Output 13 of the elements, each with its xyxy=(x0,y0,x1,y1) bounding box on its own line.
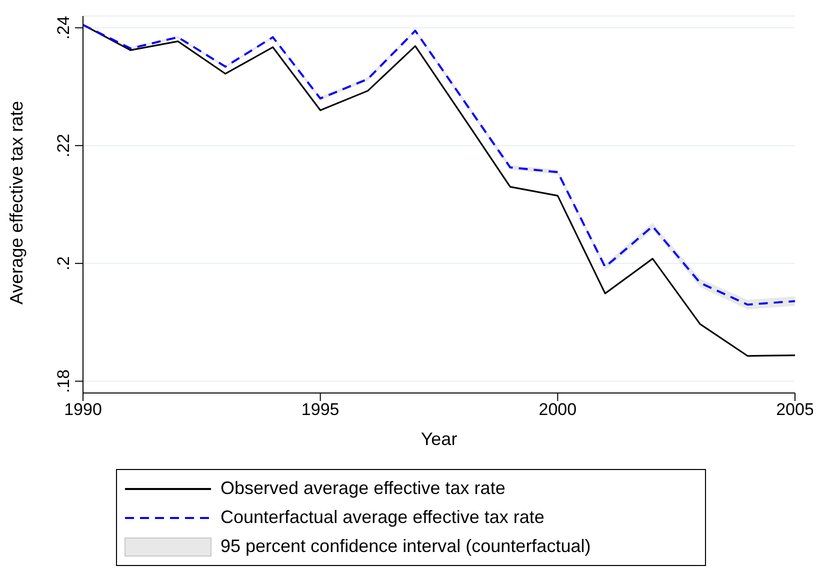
y-tick-label: .24 xyxy=(54,16,73,40)
x-tick-label: 1995 xyxy=(301,400,340,420)
legend-label: Counterfactual average effective tax rate xyxy=(220,507,544,528)
y-axis-title: Average effective tax rate xyxy=(6,101,26,304)
x-tick-label: 2005 xyxy=(776,400,814,420)
y-tick-label: .18 xyxy=(54,369,73,394)
y-tick-label: .22 xyxy=(54,134,73,158)
text: 95 percent confidence interval (counterfactual) xyxy=(220,536,591,557)
x-tick-label: 2000 xyxy=(538,400,577,420)
x-axis-title: Year xyxy=(420,429,458,449)
y-tick-label: .2 xyxy=(54,256,73,270)
x-tick-label: 1990 xyxy=(64,400,102,420)
legend-label: Observed average effective tax rate xyxy=(220,478,506,499)
